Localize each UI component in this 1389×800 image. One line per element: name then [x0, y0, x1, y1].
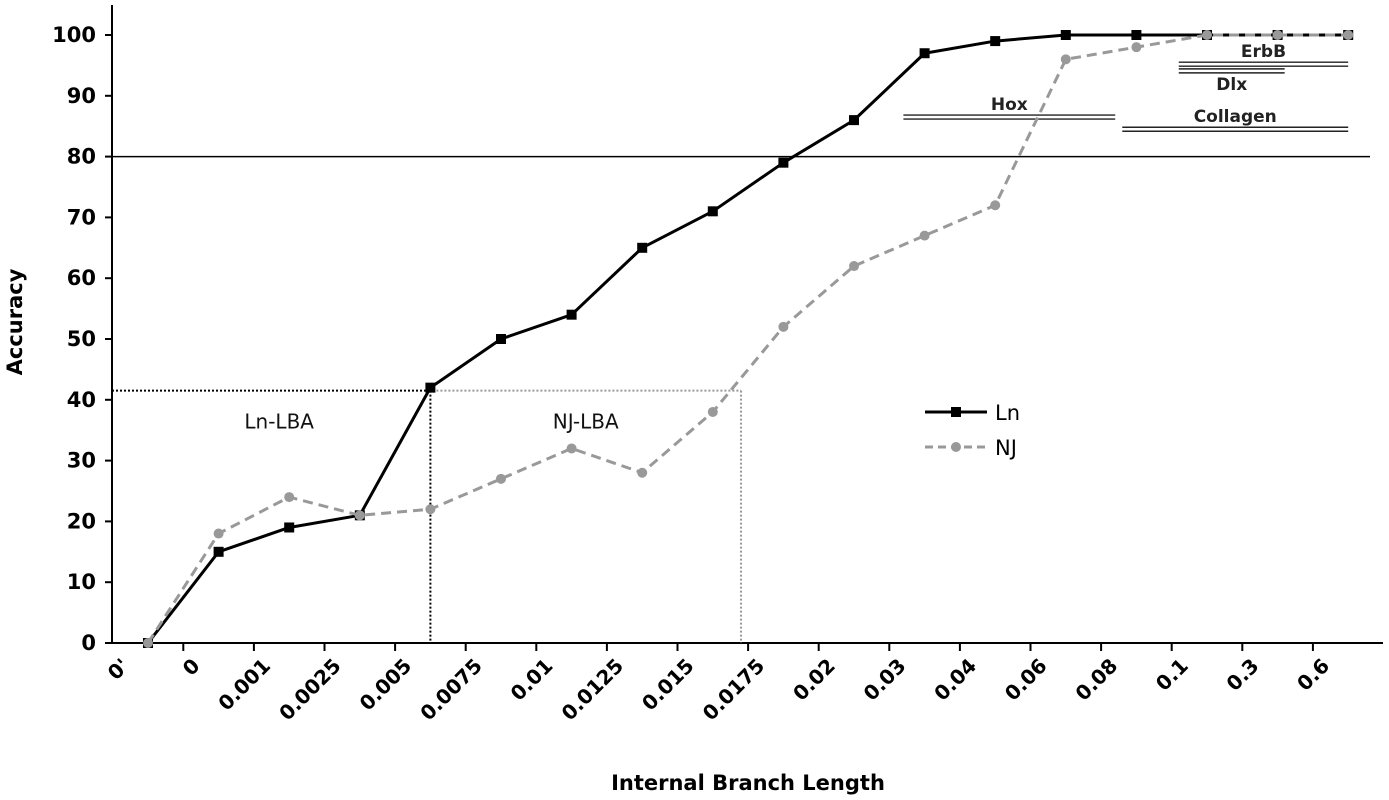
data-point-nj [919, 230, 930, 241]
gene-range-label: Collagen [1194, 107, 1277, 127]
gene-range-dlx: Dlx [1178, 68, 1285, 95]
data-point-nj [1131, 42, 1142, 53]
x-tick-label: 0.005 [355, 654, 417, 716]
data-point-ln [990, 36, 1001, 47]
data-point-nj [637, 467, 648, 478]
data-point-ln [1131, 30, 1142, 40]
series-ln [143, 30, 1354, 648]
y-tick-label: 60 [67, 266, 96, 290]
y-tick-label: 0 [81, 631, 96, 655]
legend: Ln NJ [925, 401, 1020, 460]
data-point-ln [919, 48, 930, 59]
data-point-nj [1202, 30, 1212, 40]
data-point-nj [143, 638, 153, 648]
data-point-nj [1343, 30, 1354, 40]
gene-range-label: Hox [991, 95, 1028, 115]
x-tick-label: 0.08 [1070, 654, 1122, 706]
legend-item-nj: NJ [925, 436, 1017, 460]
y-tick-label: 100 [52, 23, 96, 47]
data-point-nj [707, 406, 718, 417]
x-tick-label: 0.0175 [698, 654, 770, 726]
y-tick-label: 90 [67, 84, 96, 108]
data-point-ln [778, 157, 789, 168]
series-line-nj [146, 33, 1349, 644]
data-point-ln [1060, 30, 1071, 40]
data-point-nj [425, 504, 436, 515]
x-axis-title: Internal Branch Length [611, 771, 885, 795]
y-tick-label: 70 [67, 205, 96, 229]
gene-range-hox: Hox [903, 95, 1116, 120]
x-tick-label: 0 [178, 654, 205, 681]
legend-marker [951, 442, 961, 452]
x-tick-label: 0.06 [1000, 654, 1052, 706]
data-point-nj [778, 321, 789, 332]
gene-range-erbb: ErbB [1178, 42, 1349, 67]
nj-lba-label: NJ-LBA [553, 410, 619, 434]
legend-label: Ln [995, 401, 1020, 425]
x-tick-label: 0' [103, 654, 134, 685]
y-tick-label: 10 [67, 570, 96, 594]
x-tick-label: 0.3 [1221, 654, 1263, 696]
y-tick-label: 30 [67, 449, 96, 473]
data-point-nj [1272, 30, 1283, 40]
data-point-nj [213, 528, 224, 539]
y-tick-label: 50 [67, 327, 96, 351]
series-layer [143, 30, 1354, 648]
data-point-ln [637, 242, 648, 253]
gene-range-label: Dlx [1216, 75, 1247, 95]
legend-item-ln: Ln [925, 401, 1020, 425]
data-point-ln [213, 546, 224, 557]
data-point-ln [284, 522, 295, 533]
ln-lba-label: Ln-LBA [244, 410, 314, 434]
x-tick-label: 0.0025 [274, 654, 346, 726]
x-tick-label: 0.04 [929, 654, 981, 706]
data-point-nj [284, 492, 295, 503]
y-axis-title: Accuracy [3, 268, 27, 375]
gene-range-label: ErbB [1241, 42, 1286, 62]
gene-range-collagen: Collagen [1122, 107, 1349, 132]
x-tick-label: 0.0125 [557, 654, 629, 726]
legend-marker [951, 407, 961, 417]
y-tick-label: 40 [67, 388, 96, 412]
data-point-ln [496, 334, 506, 344]
x-tick-label: 0.0075 [415, 654, 487, 726]
series-nj [143, 30, 1354, 648]
data-point-ln [566, 309, 577, 320]
legend-label: NJ [995, 436, 1017, 460]
x-tick-label: 0.1 [1151, 654, 1193, 696]
x-tick-label: 0.001 [213, 654, 275, 716]
x-tick-label: 0.02 [788, 654, 840, 706]
data-point-ln [849, 115, 859, 126]
data-point-nj [354, 510, 365, 521]
x-tick-label: 0.015 [637, 654, 699, 716]
series-line-ln [146, 33, 1349, 644]
x-tick-label: 0.6 [1292, 654, 1334, 696]
annotations: Ln-LBA NJ-LBA Hox Collagen ErbB Dlx [112, 42, 1370, 643]
data-point-nj [990, 200, 1001, 211]
data-point-nj [566, 443, 577, 454]
y-tick-label: 20 [67, 509, 96, 533]
data-point-nj [849, 261, 859, 272]
x-tick-label: 0.01 [506, 654, 558, 706]
data-point-nj [1060, 54, 1071, 65]
y-tick-label: 80 [67, 145, 96, 169]
x-tick-label: 0.03 [859, 654, 911, 706]
data-point-ln [707, 206, 718, 217]
data-point-nj [496, 473, 506, 484]
data-point-ln [425, 382, 436, 393]
